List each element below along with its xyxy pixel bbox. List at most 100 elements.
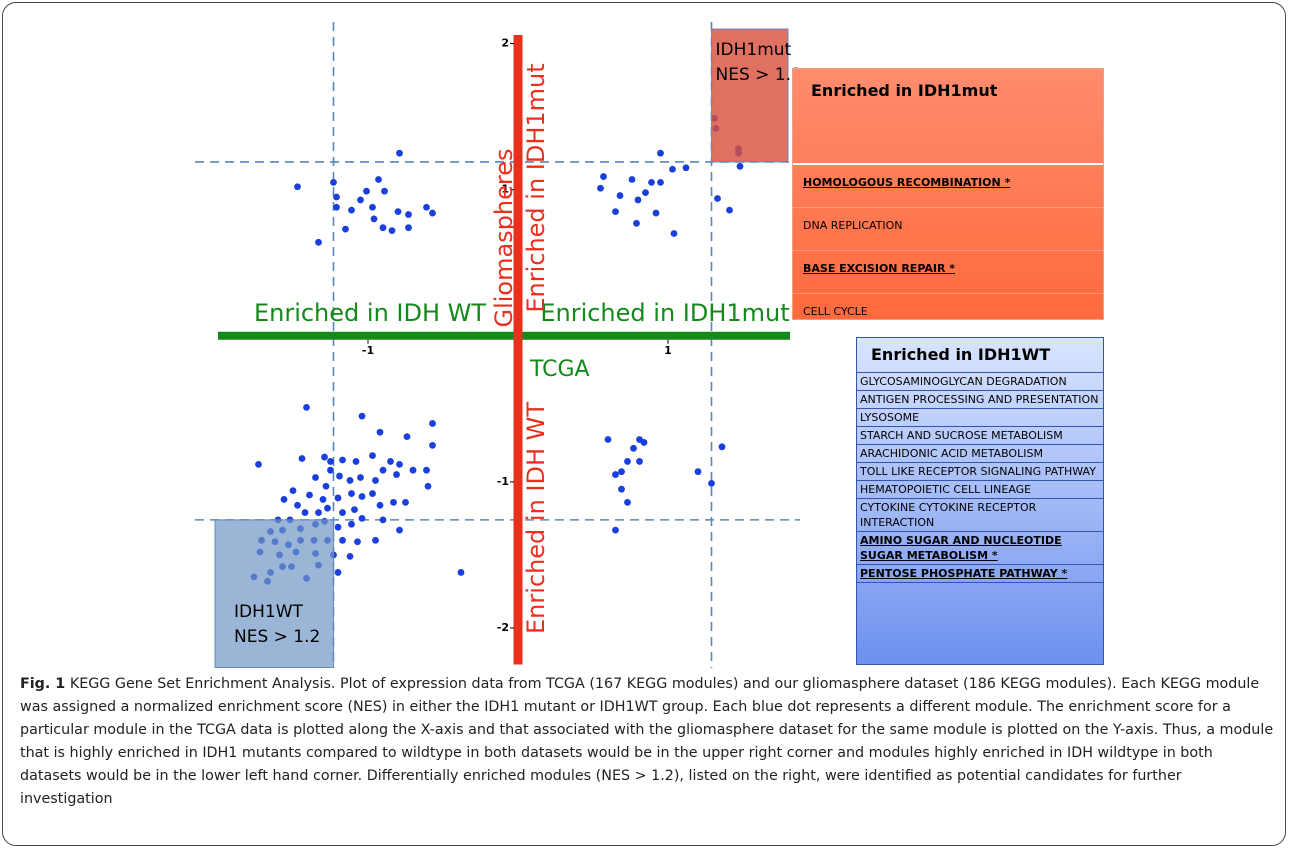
data-point bbox=[363, 187, 370, 195]
data-point bbox=[694, 468, 702, 476]
data-point bbox=[640, 439, 648, 446]
data-point bbox=[390, 498, 397, 506]
data-point bbox=[369, 490, 376, 497]
data-point bbox=[708, 479, 715, 487]
data-point bbox=[669, 165, 676, 173]
data-point bbox=[429, 209, 436, 217]
data-point bbox=[636, 458, 643, 465]
data-point bbox=[405, 224, 412, 232]
module-item: CELL CYCLE bbox=[793, 294, 1103, 337]
data-point bbox=[339, 509, 346, 516]
data-point bbox=[334, 523, 342, 531]
data-point bbox=[321, 453, 328, 461]
data-point bbox=[346, 552, 354, 560]
y-tick-label: 1 bbox=[501, 183, 509, 196]
data-point bbox=[379, 224, 387, 232]
data-point bbox=[379, 466, 387, 474]
chart: IDH1mut NES > 1.2 IDH1WT NES > 1.2 -1 1 2 1 -1 -2… bbox=[195, 22, 801, 668]
data-point bbox=[348, 520, 355, 528]
data-point bbox=[346, 477, 354, 484]
data-point bbox=[718, 443, 726, 451]
data-point bbox=[457, 569, 465, 576]
box-label: NES > 1.2 bbox=[716, 65, 801, 85]
caption-label: Fig. 1 bbox=[20, 676, 66, 692]
data-point bbox=[333, 203, 340, 211]
caption-text: KEGG Gene Set Enrichment Analysis. Plot … bbox=[20, 676, 1274, 807]
caption: Fig. 1 KEGG Gene Set Enrichment Analysis… bbox=[20, 673, 1275, 811]
data-point bbox=[294, 183, 301, 191]
data-point bbox=[423, 466, 430, 474]
data-point bbox=[372, 477, 379, 484]
data-point bbox=[315, 238, 322, 246]
box-label: IDH1mut bbox=[716, 40, 792, 60]
region-box bbox=[214, 519, 334, 668]
y-tick-label: 2 bbox=[501, 37, 509, 50]
data-point bbox=[375, 176, 382, 183]
data-point bbox=[352, 458, 360, 465]
data-point bbox=[255, 460, 262, 468]
region-box bbox=[711, 28, 789, 163]
data-point bbox=[670, 230, 678, 237]
data-point bbox=[351, 506, 358, 514]
data-point bbox=[657, 178, 664, 186]
data-point bbox=[405, 211, 412, 218]
data-point bbox=[339, 536, 346, 544]
data-point bbox=[322, 482, 330, 490]
data-point bbox=[618, 485, 625, 493]
module-item: LYSOSOME bbox=[857, 409, 1103, 427]
data-point bbox=[429, 420, 436, 427]
data-point bbox=[616, 192, 624, 199]
module-item: DNA REPLICATION bbox=[793, 208, 1103, 251]
data-point bbox=[298, 455, 306, 462]
y-tick-label: -2 bbox=[497, 621, 509, 634]
data-point bbox=[652, 209, 660, 217]
data-point bbox=[657, 149, 664, 157]
module-item: GLYCOSAMINOGLYCAN DEGRADATION bbox=[857, 373, 1103, 391]
data-point bbox=[358, 412, 366, 420]
data-point bbox=[357, 196, 364, 204]
data-point bbox=[394, 208, 402, 216]
x-axis-title: TCGA bbox=[529, 357, 590, 382]
data-point bbox=[612, 526, 619, 534]
data-point bbox=[376, 501, 384, 509]
data-point bbox=[714, 195, 721, 202]
data-point bbox=[369, 452, 376, 459]
x-axis-label: Enriched in IDH1mut bbox=[540, 299, 789, 327]
data-point bbox=[301, 509, 309, 516]
data-point bbox=[289, 487, 297, 495]
data-point bbox=[396, 149, 403, 157]
module-item: CYTOKINE CYTOKINE RECEPTOR INTERACTION bbox=[857, 499, 1103, 532]
data-point bbox=[618, 468, 625, 476]
data-point bbox=[354, 538, 361, 546]
module-panel: Enriched in IDH1mut HOMOLOGOUS RECOMBINAT… bbox=[792, 68, 1104, 337]
data-point bbox=[387, 458, 394, 465]
data-point bbox=[726, 206, 733, 214]
data-point bbox=[315, 509, 322, 516]
data-point bbox=[381, 187, 388, 195]
data-point bbox=[327, 458, 334, 465]
box-label: NES > 1.2 bbox=[234, 627, 320, 647]
data-point bbox=[372, 536, 379, 544]
data-point bbox=[294, 501, 301, 509]
data-point bbox=[612, 208, 619, 216]
data-point bbox=[624, 458, 631, 465]
data-point bbox=[402, 498, 409, 506]
data-point bbox=[336, 472, 343, 480]
data-point bbox=[330, 178, 337, 186]
data-point bbox=[612, 471, 619, 478]
module-panel: Enriched in IDH1WT GLYCOSAMINOGLYCAN DEGR… bbox=[856, 337, 1104, 665]
x-axis-label: Enriched in IDH WT bbox=[254, 299, 486, 327]
panel-title: Enriched in IDH1mut bbox=[793, 69, 1103, 165]
data-point bbox=[306, 491, 313, 499]
data-point bbox=[327, 466, 334, 474]
data-point bbox=[630, 444, 637, 452]
x-tick-label: -1 bbox=[362, 344, 374, 357]
data-point bbox=[423, 203, 430, 211]
data-point bbox=[682, 164, 690, 172]
module-item: ANTIGEN PROCESSING AND PRESENTATION bbox=[857, 391, 1103, 409]
data-point bbox=[642, 189, 649, 197]
data-point bbox=[358, 515, 366, 522]
data-point bbox=[324, 504, 331, 512]
